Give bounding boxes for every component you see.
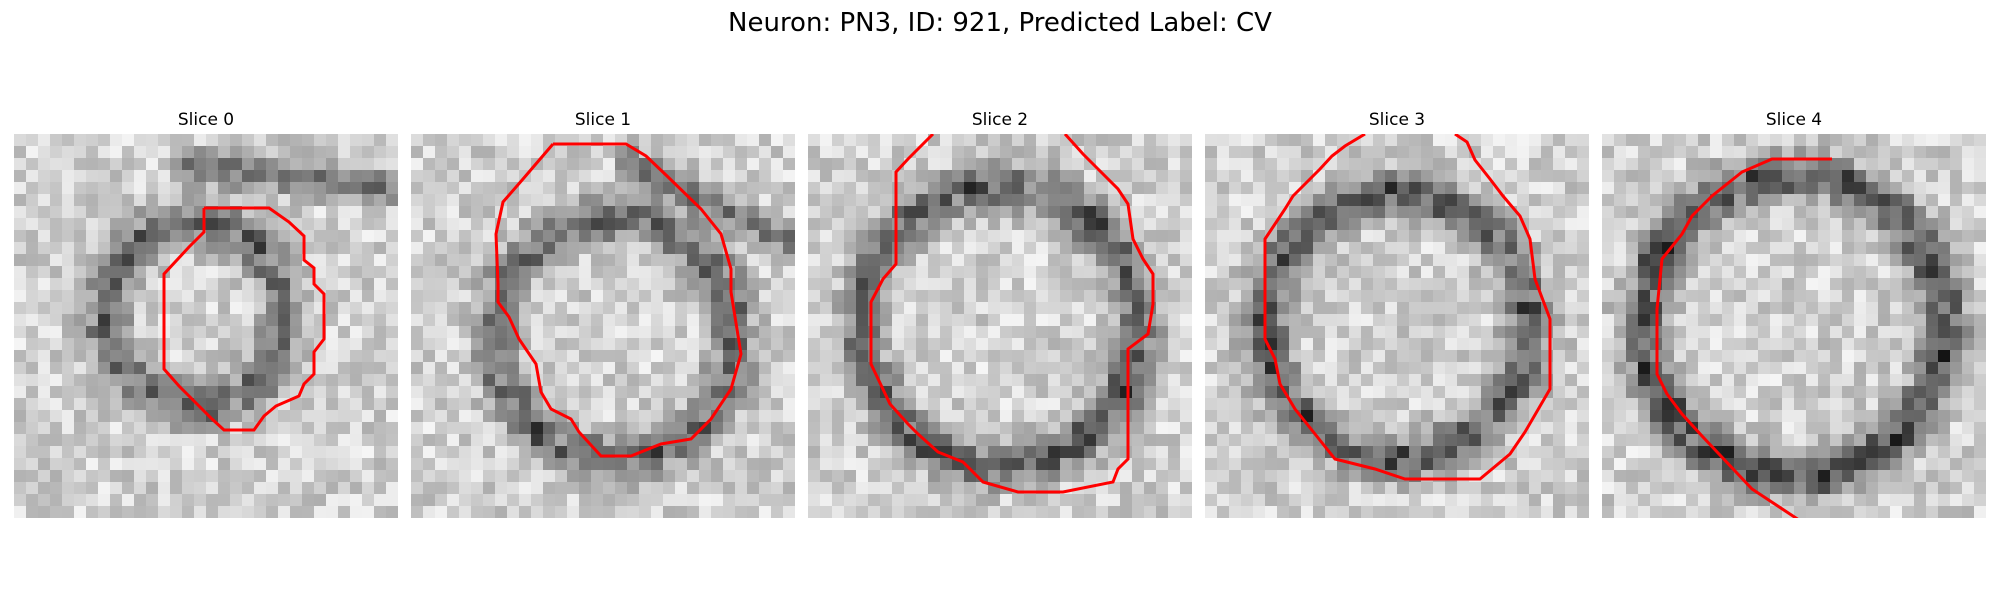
figure-title: Neuron: PN3, ID: 921, Predicted Label: C… — [728, 8, 1272, 38]
slice-2-image — [808, 134, 1192, 518]
slice-1-title: Slice 1 — [574, 110, 632, 130]
slice-0-image — [14, 134, 398, 518]
contour-line — [494, 142, 743, 458]
slice-panel-1: Slice 1 — [411, 110, 795, 518]
slice-panel-4: Slice 4 — [1602, 110, 1986, 518]
slice-panel-0: Slice 0 — [14, 110, 398, 518]
slice-0-title: Slice 0 — [177, 110, 235, 130]
slice-1-image — [411, 134, 795, 518]
contour-line — [1263, 134, 1552, 481]
contour-line — [162, 206, 326, 432]
slice-4-title: Slice 4 — [1765, 110, 1823, 130]
slice-panel-3: Slice 3 — [1205, 110, 1589, 518]
contour-line — [869, 134, 1155, 494]
slice-3-title: Slice 3 — [1368, 110, 1426, 130]
slice-4-image — [1602, 134, 1986, 518]
contour-line — [1655, 157, 1832, 518]
slice-panel-2: Slice 2 — [808, 110, 1192, 518]
slice-3-image — [1205, 134, 1589, 518]
slice-2-title: Slice 2 — [971, 110, 1029, 130]
